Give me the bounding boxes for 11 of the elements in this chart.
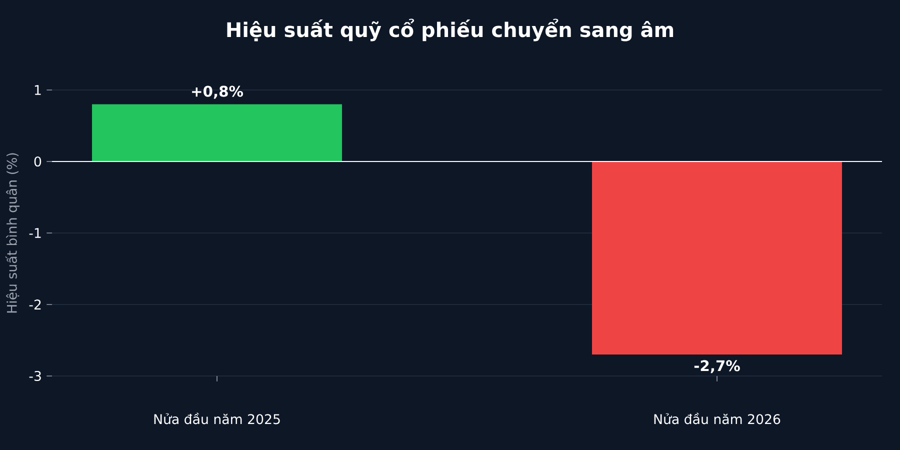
y-tick-label: -1: [29, 228, 41, 238]
chart-title: Hiệu suất quỹ cổ phiếu chuyển sang âm: [227, 18, 674, 42]
x-tick-label: Nửa đầu năm 2026: [654, 412, 780, 424]
data-label: -2,7%: [694, 360, 740, 374]
y-tick-label: -3: [29, 370, 41, 382]
y-tick-label: 0: [34, 156, 42, 167]
y-axis-title: Hiệu suất bình quân (%): [5, 153, 20, 313]
data-label: +0,8%: [192, 86, 244, 99]
y-tick-label: -2: [29, 300, 41, 310]
x-tick-label: Nửa đầu năm 2025: [154, 412, 280, 424]
y-tick-label: 1: [34, 85, 41, 95]
